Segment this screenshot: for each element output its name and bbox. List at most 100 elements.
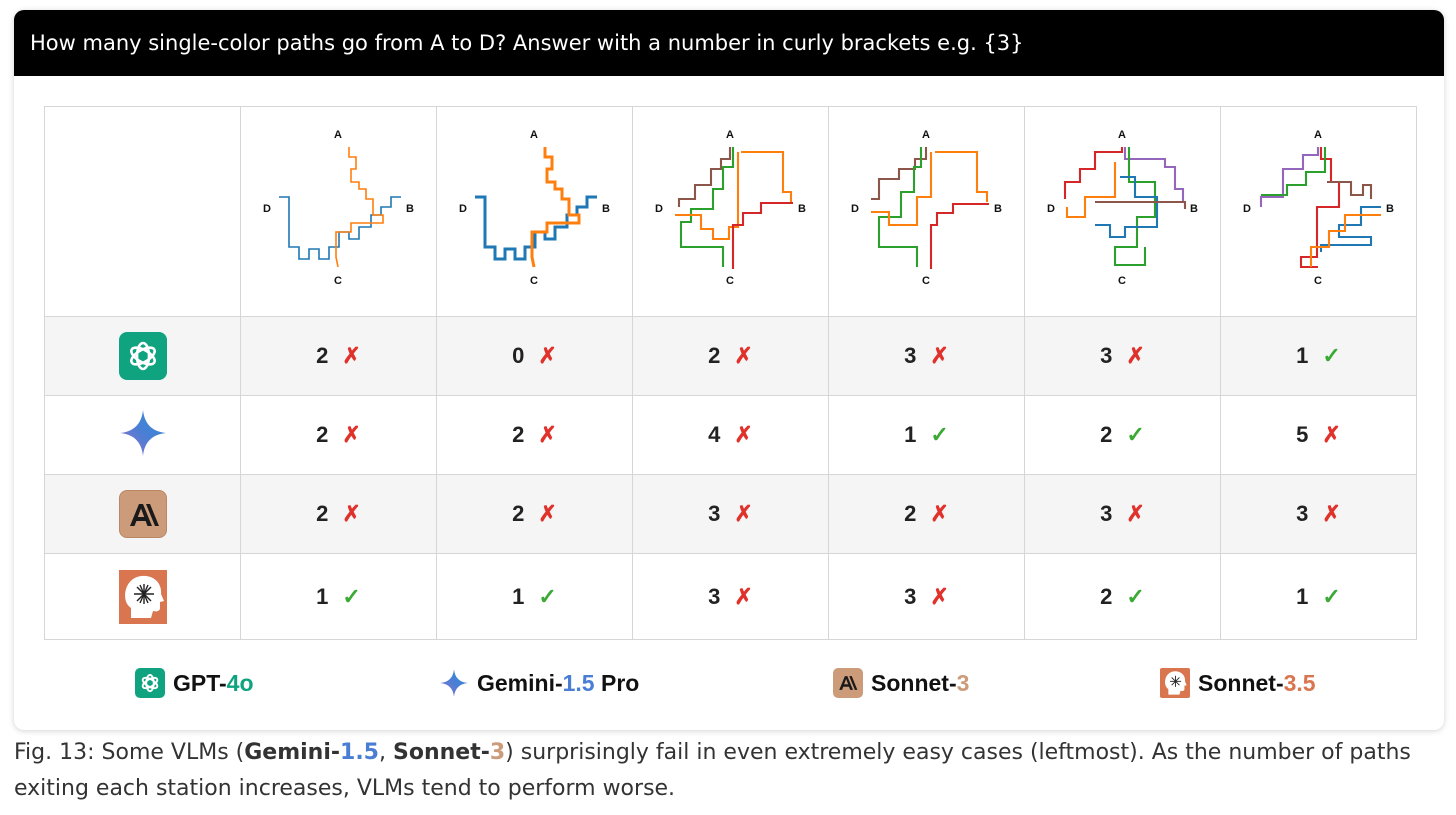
- answer-value: 1: [512, 583, 525, 609]
- metro-path-line: [675, 152, 740, 241]
- station-label-a: A: [726, 129, 734, 141]
- answer-value: 1: [1296, 343, 1309, 368]
- station-label-c: C: [334, 275, 342, 287]
- answer-value: 3: [708, 501, 721, 526]
- check-mark-icon: ✓: [342, 583, 361, 609]
- station-label-b: B: [994, 203, 1002, 215]
- subway-map-diagram-3: A B C D: [655, 129, 806, 287]
- subway-map-diagram-1: A B C D: [263, 129, 414, 287]
- metro-path-line: [335, 147, 384, 268]
- answer-cell: 3 ✗: [1024, 316, 1221, 396]
- station-label-a: A: [1118, 129, 1126, 141]
- station-label-d: D: [1243, 203, 1251, 215]
- metro-path-line: [1319, 205, 1381, 252]
- model-logo-cell: [44, 474, 241, 554]
- station-label-d: D: [655, 203, 663, 215]
- answer-cell: 3 ✗: [1024, 474, 1221, 554]
- metro-path-line: [1063, 147, 1124, 199]
- diagram-cell: A B C D: [1024, 106, 1221, 317]
- answer-value: 5: [1296, 422, 1309, 447]
- station-label-b: B: [1190, 203, 1198, 215]
- wrong-mark-icon: ✗: [538, 501, 557, 526]
- wrong-mark-icon: ✗: [930, 501, 949, 526]
- model-row-sonnet3: 2 ✗ 2 ✗ 3 ✗ 2 ✗ 3 ✗ 3 ✗: [44, 474, 1417, 554]
- figure-card: How many single-color paths go from A to…: [14, 10, 1444, 730]
- station-label-c: C: [726, 275, 734, 287]
- diagram-cell: A B C D: [828, 106, 1025, 317]
- answer-cell: 2 ✗: [240, 316, 437, 396]
- metro-path-line: [475, 195, 597, 261]
- wrong-mark-icon: ✗: [1126, 343, 1145, 368]
- answer-cell: 1 ✓: [1220, 553, 1417, 640]
- claude-head-icon: [118, 569, 167, 624]
- answer-value: 3: [904, 343, 917, 368]
- metro-path-line: [741, 150, 793, 202]
- wrong-mark-icon: ✗: [734, 422, 753, 447]
- answer-value: 2: [316, 422, 329, 447]
- answer-cell: 2 ✗: [828, 474, 1025, 554]
- wrong-mark-icon: ✗: [734, 583, 753, 609]
- wrong-mark-icon: ✗: [342, 343, 361, 368]
- diagram-cell: A B C D: [632, 106, 829, 317]
- metro-path-line: [871, 152, 933, 227]
- anthropic-icon: [833, 668, 863, 698]
- answer-value: 3: [1296, 501, 1309, 526]
- metro-path-line: [877, 147, 923, 267]
- model-logo-cell: [44, 395, 241, 475]
- legend-label: Gemini-1.5 Pro: [477, 669, 640, 696]
- metro-path-line: [1259, 147, 1320, 207]
- answer-cell: 0 ✗: [436, 316, 633, 396]
- answer-cell: 2 ✗: [436, 395, 633, 475]
- metro-path-line: [279, 196, 401, 260]
- gemini-sparkle-icon: [119, 410, 166, 456]
- check-mark-icon: ✓: [930, 422, 949, 447]
- metro-path-line: [1299, 147, 1341, 269]
- model-logo-cell: [44, 553, 241, 640]
- check-mark-icon: ✓: [1126, 583, 1145, 609]
- wrong-mark-icon: ✗: [1322, 422, 1341, 447]
- model-row-sonnet35: 1 ✓ 1 ✓ 3 ✗ 3 ✗ 2 ✓ 1 ✓: [44, 553, 1417, 640]
- answer-value: 4: [708, 422, 721, 447]
- answer-value: 2: [512, 501, 525, 526]
- metro-path-line: [1327, 180, 1373, 199]
- station-label-d: D: [263, 203, 271, 215]
- wrong-mark-icon: ✗: [538, 343, 557, 368]
- station-label-a: A: [1314, 129, 1322, 141]
- metro-path-line: [1065, 162, 1117, 219]
- subway-map-diagram-2: A B C D: [459, 129, 610, 287]
- answer-cell: 3 ✗: [632, 553, 829, 640]
- answer-value: 2: [1100, 583, 1113, 609]
- answer-value: 0: [512, 343, 525, 368]
- wrong-mark-icon: ✗: [1322, 501, 1341, 526]
- answer-cell: 3 ✗: [1220, 474, 1417, 554]
- answer-cell: 2 ✗: [240, 474, 437, 554]
- answer-cell: 2 ✓: [1024, 395, 1221, 475]
- answer-cell: 1 ✓: [436, 553, 633, 640]
- answer-value: 2: [904, 501, 917, 526]
- diagram-cell: A B C D: [436, 106, 633, 317]
- model-legend: GPT-4o Gemini-1.5 Pro Sonnet-3: [14, 660, 1444, 710]
- answer-value: 1: [1296, 583, 1309, 609]
- legend-label: GPT-4o: [173, 669, 254, 696]
- diagram-cell: A B C D: [1220, 106, 1417, 317]
- station-label-b: B: [1386, 203, 1394, 215]
- diagram-cell: A B C D: [240, 106, 437, 317]
- metro-path-line: [1095, 200, 1187, 209]
- station-label-c: C: [1314, 275, 1322, 287]
- answer-value: 3: [1100, 501, 1113, 526]
- answer-value: 2: [316, 343, 329, 368]
- legend-item-gpt4o: GPT-4o: [135, 668, 254, 698]
- answer-value: 2: [708, 343, 721, 368]
- check-mark-icon: ✓: [1126, 422, 1145, 447]
- answer-cell: 1 ✓: [828, 395, 1025, 475]
- question-banner: How many single-color paths go from A to…: [14, 10, 1444, 76]
- answer-value: 3: [708, 583, 721, 609]
- wrong-mark-icon: ✗: [930, 343, 949, 368]
- metro-path-line: [1261, 147, 1327, 197]
- metro-path-line: [929, 202, 989, 269]
- answer-cell: 2 ✓: [1024, 553, 1221, 640]
- station-label-b: B: [798, 203, 806, 215]
- subway-map-diagram-5: A B C D: [1047, 129, 1198, 287]
- answer-value: 2: [512, 422, 525, 447]
- answer-cell: 1 ✓: [240, 553, 437, 640]
